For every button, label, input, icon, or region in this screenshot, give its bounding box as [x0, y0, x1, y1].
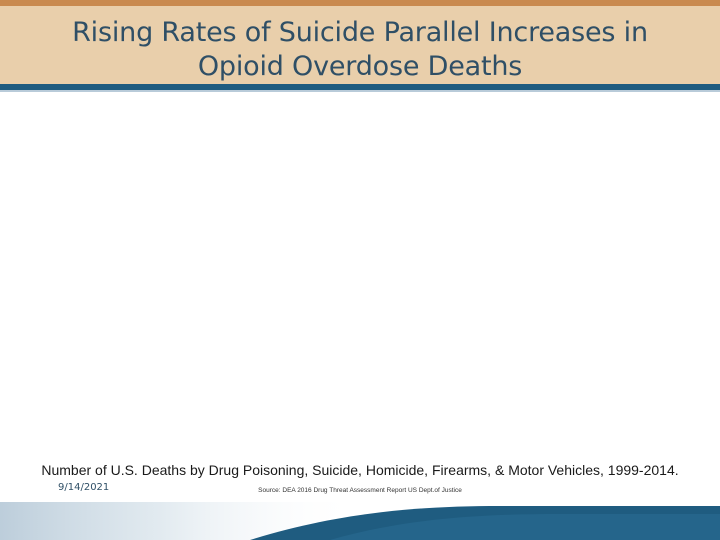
title-divider-shadow	[0, 90, 720, 92]
title-divider	[0, 84, 720, 90]
top-accent-rule	[0, 0, 720, 6]
slide-title-line-2: Opioid Overdose Deaths	[197, 51, 523, 82]
slide-date: 9/14/2021	[58, 482, 110, 493]
figure-caption: Number of U.S. Deaths by Drug Poisoning,…	[41, 462, 679, 478]
title-band: Rising Rates of Suicide Parallel Increas…	[0, 6, 720, 84]
footer-background	[0, 502, 720, 540]
footer-text-row: 9/14/2021 21	[0, 482, 720, 540]
slide-page-number: 21	[648, 482, 662, 493]
slide-title-line-1: Rising Rates of Suicide Parallel Increas…	[72, 17, 648, 48]
slide-content-area	[0, 92, 720, 452]
source-note: Source: DEA 2016 Drug Threat Assessment …	[258, 487, 462, 494]
footer-band	[0, 502, 720, 540]
slide-title: Rising Rates of Suicide Parallel Increas…	[0, 16, 720, 84]
